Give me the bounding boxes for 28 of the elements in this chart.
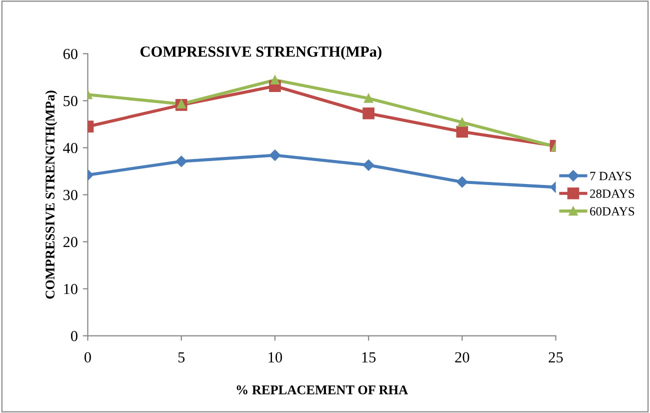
x-tick-label: 10 [268, 352, 282, 362]
x-tick-label: 15 [362, 352, 376, 362]
legend-label: 28DAYS [590, 189, 634, 198]
point [456, 126, 468, 138]
point [270, 76, 280, 85]
x-tick-label: 25 [548, 352, 563, 362]
x-tick-label: 5 [178, 352, 185, 362]
chart-title: COMPRESSIVE STRENGTH(MPa) [140, 46, 382, 60]
point [362, 160, 374, 171]
legend-label: 60DAYS [590, 207, 634, 216]
point [176, 156, 187, 167]
y-tick-label: 50 [64, 96, 78, 106]
y-tick-label: 20 [63, 236, 78, 248]
point [362, 107, 374, 120]
x-axis-title: % REPLACEMENT OF RHA [236, 385, 408, 394]
point [456, 176, 468, 188]
y-tick-label: 0 [70, 330, 78, 342]
y-axis-title: COMPRESSIVE STRENGTH(MPa) [45, 90, 58, 299]
y-tick-label: 60 [63, 48, 78, 60]
y-tick-label: 40 [63, 142, 78, 154]
point [269, 150, 281, 161]
legend-label: 7 DAYS [590, 172, 631, 180]
x-tick-label: 20 [455, 352, 470, 362]
point [458, 118, 467, 127]
x-tick-label: 0 [84, 352, 91, 362]
y-tick-label: 10 [64, 284, 78, 294]
point [364, 94, 374, 103]
y-tick-label: 30 [63, 190, 78, 200]
